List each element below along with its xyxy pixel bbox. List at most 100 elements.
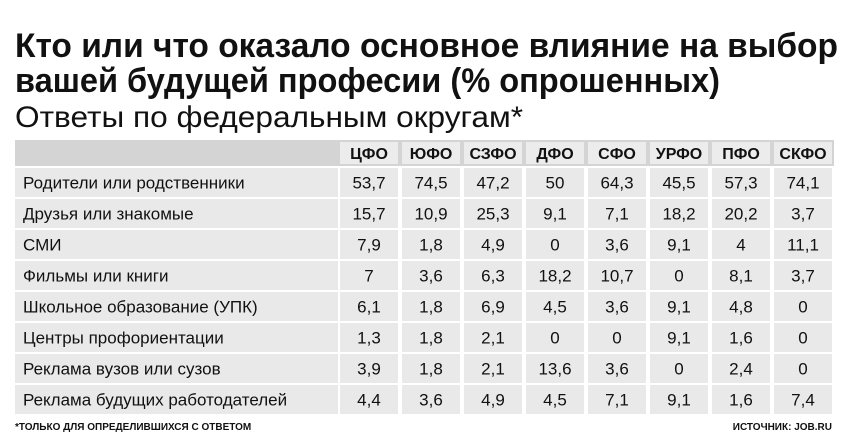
value-cell xyxy=(526,168,584,197)
value-cell xyxy=(588,261,646,290)
header-cell xyxy=(650,142,708,164)
value-cell xyxy=(588,230,646,259)
cell-value: 74,1 xyxy=(786,174,819,193)
header-cell xyxy=(774,142,832,164)
value-cell xyxy=(340,261,398,290)
value-cell xyxy=(774,385,832,414)
value-cell xyxy=(464,261,522,290)
cell-value: 0 xyxy=(674,360,683,379)
value-cell xyxy=(650,199,708,228)
value-cell xyxy=(340,230,398,259)
cell-value: 3,7 xyxy=(791,267,815,286)
cell-value: 3,6 xyxy=(605,360,629,379)
cell-value: 45,5 xyxy=(662,174,695,193)
row-label-cell xyxy=(15,323,338,352)
cell-value: 4,9 xyxy=(481,391,505,410)
cell-value: 9,1 xyxy=(667,329,691,348)
value-cell xyxy=(464,199,522,228)
cell-value: 1,8 xyxy=(419,298,443,317)
cell-value: 6,9 xyxy=(481,298,505,317)
cell-value: 3,6 xyxy=(605,298,629,317)
value-cell xyxy=(712,292,770,321)
cell-value: 1,3 xyxy=(357,329,381,348)
value-cell xyxy=(402,168,460,197)
value-cell xyxy=(774,292,832,321)
cell-value: 47,2 xyxy=(476,174,509,193)
cell-value: 53,7 xyxy=(352,174,385,193)
cell-value: 7,1 xyxy=(605,391,629,410)
value-cell xyxy=(340,292,398,321)
value-cell xyxy=(464,323,522,352)
value-cell xyxy=(650,230,708,259)
title-line: Кто или что оказало основное влияние на … xyxy=(15,27,838,65)
value-cell xyxy=(588,292,646,321)
value-cell xyxy=(712,199,770,228)
value-cell xyxy=(526,354,584,383)
cell-value: 2,1 xyxy=(481,360,505,379)
value-cell xyxy=(588,199,646,228)
cell-value: 2,1 xyxy=(481,329,505,348)
column-header: СФО xyxy=(598,146,636,163)
value-cell xyxy=(464,230,522,259)
value-cell xyxy=(588,385,646,414)
cell-value: 4,9 xyxy=(481,236,505,255)
column-header: ПФО xyxy=(722,146,760,163)
value-cell xyxy=(526,385,584,414)
value-cell xyxy=(340,354,398,383)
row-label: Фильмы или книги xyxy=(23,267,168,286)
value-cell xyxy=(526,199,584,228)
cell-value: 0 xyxy=(798,298,807,317)
value-cell xyxy=(712,385,770,414)
header-cell xyxy=(588,142,646,164)
value-cell xyxy=(712,354,770,383)
header-cell xyxy=(402,142,460,164)
column-header: ЦФО xyxy=(350,146,388,163)
cell-value: 1,6 xyxy=(729,391,753,410)
cell-value: 4,4 xyxy=(357,391,381,410)
row-label: Родители или родственники xyxy=(23,174,245,193)
cell-value: 10,7 xyxy=(600,267,633,286)
cell-value: 10,9 xyxy=(414,205,447,224)
cell-value: 3,9 xyxy=(357,360,381,379)
cell-value: 15,7 xyxy=(352,205,385,224)
cell-value: 7,9 xyxy=(357,236,381,255)
cell-value: 64,3 xyxy=(600,174,633,193)
cell-value: 3,7 xyxy=(791,205,815,224)
footnote: *ТОЛЬКО ДЛЯ ОПРЕДЕЛИВШИХСЯ С ОТВЕТОМ xyxy=(15,422,251,433)
cell-value: 1,8 xyxy=(419,236,443,255)
value-cell xyxy=(712,168,770,197)
cell-value: 0 xyxy=(798,329,807,348)
value-cell xyxy=(712,230,770,259)
value-cell xyxy=(464,354,522,383)
value-cell xyxy=(464,168,522,197)
cell-value: 6,3 xyxy=(481,267,505,286)
value-cell xyxy=(712,323,770,352)
cell-value: 7 xyxy=(364,267,373,286)
header-cell xyxy=(464,142,522,164)
cell-value: 6,1 xyxy=(357,298,381,317)
value-cell xyxy=(402,292,460,321)
cell-value: 3,6 xyxy=(419,391,443,410)
row-label: Реклама вузов или сузов xyxy=(23,360,221,379)
value-cell xyxy=(526,292,584,321)
cell-value: 74,5 xyxy=(414,174,447,193)
value-cell xyxy=(774,354,832,383)
value-cell xyxy=(464,292,522,321)
column-header: СКФО xyxy=(779,146,826,163)
subtitle: Ответы по федеральным округам* xyxy=(15,101,523,134)
cell-value: 0 xyxy=(674,267,683,286)
value-cell xyxy=(402,354,460,383)
value-cell xyxy=(712,261,770,290)
value-cell xyxy=(402,199,460,228)
row-label: Реклама будущих работодателей xyxy=(23,391,287,410)
row-label-cell xyxy=(15,385,338,414)
column-header: ЮФО xyxy=(410,146,453,163)
value-cell xyxy=(526,323,584,352)
value-cell xyxy=(464,385,522,414)
cell-value: 4 xyxy=(736,236,745,255)
column-header: ДФО xyxy=(536,146,573,163)
value-cell xyxy=(650,385,708,414)
row-label-cell xyxy=(15,292,338,321)
column-header: СЗФО xyxy=(469,146,516,163)
